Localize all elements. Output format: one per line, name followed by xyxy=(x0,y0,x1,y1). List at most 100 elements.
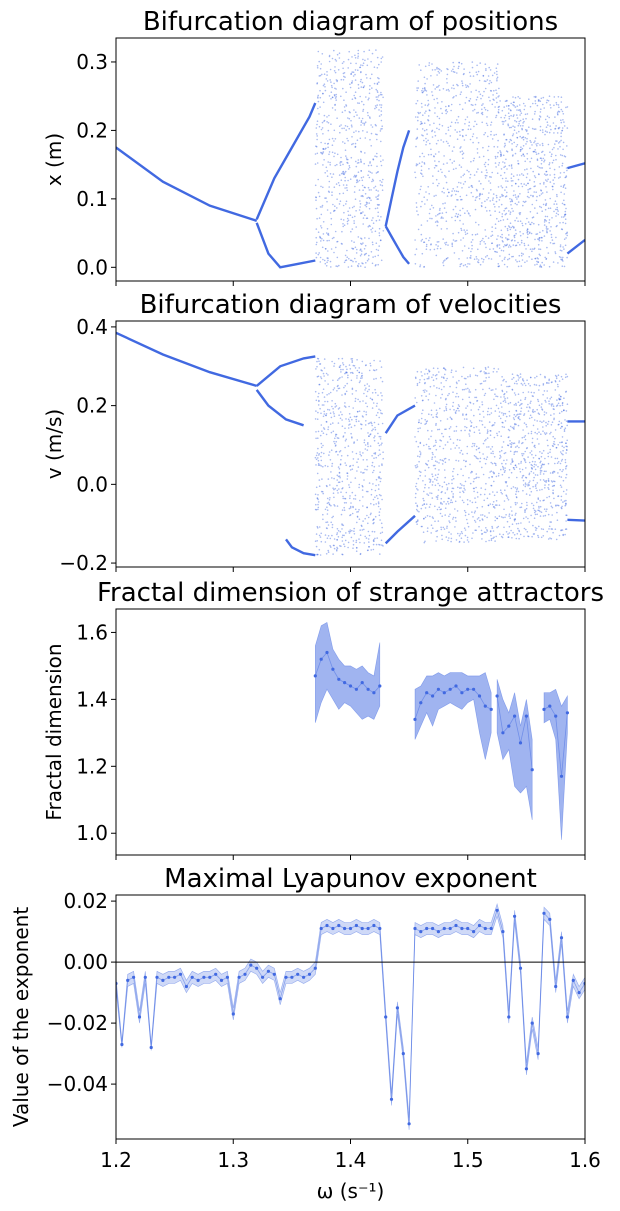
scatter-point xyxy=(476,196,478,198)
scatter-point xyxy=(371,219,373,222)
scatter-point xyxy=(362,86,365,88)
scatter-point xyxy=(443,385,445,388)
scatter-point xyxy=(506,229,509,232)
scatter-point xyxy=(453,71,456,73)
scatter-point xyxy=(484,177,487,179)
scatter-point xyxy=(364,193,367,195)
scatter-point xyxy=(481,202,483,204)
scatter-point xyxy=(447,129,450,131)
scatter-point xyxy=(501,233,503,236)
scatter-point xyxy=(532,102,534,105)
scatter-point xyxy=(373,378,375,380)
scatter-point xyxy=(536,260,538,263)
scatter-point xyxy=(327,129,330,132)
data-point xyxy=(472,930,476,934)
scatter-point xyxy=(512,376,515,379)
data-point xyxy=(225,975,229,979)
scatter-point xyxy=(378,514,381,517)
scatter-point xyxy=(424,475,427,477)
scatter-point xyxy=(438,469,440,471)
scatter-point xyxy=(325,372,328,375)
scatter-point xyxy=(481,239,483,242)
scatter-point xyxy=(317,107,319,110)
scatter-point xyxy=(360,151,363,153)
scatter-point xyxy=(367,490,369,493)
scatter-point xyxy=(316,123,318,126)
data-point xyxy=(395,1006,399,1010)
scatter-point xyxy=(416,210,418,212)
scatter-point xyxy=(326,74,328,76)
scatter-point xyxy=(322,92,324,95)
scatter-point xyxy=(477,261,480,264)
scatter-point xyxy=(507,444,509,447)
scatter-point xyxy=(547,479,550,482)
scatter-point xyxy=(347,374,349,377)
scatter-point xyxy=(317,457,319,459)
scatter-point xyxy=(345,502,348,504)
scatter-point xyxy=(434,460,437,463)
scatter-point xyxy=(323,367,326,369)
scatter-point xyxy=(376,165,378,168)
scatter-point xyxy=(503,171,506,174)
scatter-point xyxy=(476,73,479,76)
scatter-point xyxy=(449,438,452,441)
scatter-point xyxy=(364,137,367,139)
scatter-point xyxy=(495,97,498,99)
scatter-point xyxy=(504,467,506,469)
scatter-point xyxy=(318,392,320,395)
scatter-point xyxy=(417,519,419,521)
scatter-point xyxy=(343,61,345,63)
scatter-point xyxy=(535,151,537,154)
scatter-point xyxy=(341,536,344,539)
scatter-point xyxy=(361,184,364,187)
scatter-point xyxy=(557,142,560,144)
scatter-point xyxy=(509,425,512,428)
scatter-point xyxy=(542,103,544,106)
scatter-point xyxy=(347,546,349,549)
scatter-point xyxy=(516,203,518,206)
scatter-point xyxy=(502,123,504,125)
scatter-point xyxy=(449,521,451,524)
scatter-point xyxy=(341,394,343,396)
scatter-point xyxy=(360,212,362,214)
scatter-point xyxy=(342,79,345,81)
scatter-point xyxy=(503,378,505,381)
scatter-point xyxy=(552,242,554,245)
scatter-point xyxy=(540,163,543,165)
scatter-point xyxy=(549,207,552,209)
scatter-point xyxy=(470,425,473,427)
scatter-point xyxy=(496,172,499,174)
x-tick-label: 1.5 xyxy=(452,1148,484,1172)
scatter-point xyxy=(347,67,350,69)
scatter-point xyxy=(361,525,363,527)
scatter-point xyxy=(469,98,472,100)
scatter-point xyxy=(370,422,373,425)
scatter-point xyxy=(362,472,364,474)
scatter-point xyxy=(359,212,362,215)
scatter-point xyxy=(424,112,426,114)
scatter-point xyxy=(459,483,462,485)
scatter-point xyxy=(374,107,376,110)
scatter-point xyxy=(372,256,374,258)
scatter-point xyxy=(566,439,568,442)
data-point xyxy=(431,926,435,931)
scatter-point xyxy=(510,173,513,175)
scatter-point xyxy=(479,370,482,373)
scatter-point xyxy=(365,201,368,204)
data-point xyxy=(413,717,417,722)
scatter-point xyxy=(372,179,375,182)
scatter-point xyxy=(415,102,418,105)
scatter-point xyxy=(544,133,546,136)
scatter-point xyxy=(474,120,476,123)
scatter-point xyxy=(527,535,529,537)
scatter-point xyxy=(364,364,367,367)
scatter-point xyxy=(343,106,346,108)
scatter-point xyxy=(339,164,342,166)
scatter-point xyxy=(425,237,427,240)
scatter-point xyxy=(420,233,423,236)
scatter-point xyxy=(531,248,534,250)
scatter-point xyxy=(547,99,550,102)
scatter-point xyxy=(503,146,506,148)
scatter-point xyxy=(545,258,547,261)
scatter-point xyxy=(454,526,456,528)
